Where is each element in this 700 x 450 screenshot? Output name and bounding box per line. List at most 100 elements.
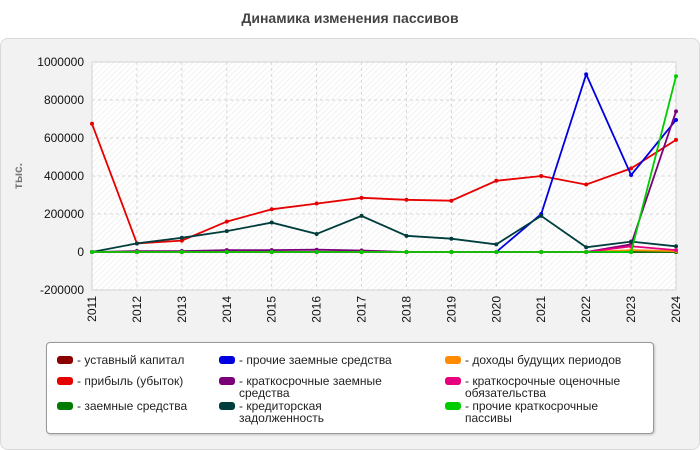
legend-label: - краткосрочные заемные средства xyxy=(239,374,382,400)
data-point xyxy=(449,236,454,241)
x-tick-label: 2021 xyxy=(534,296,548,323)
chart-title: Динамика изменения пассивов xyxy=(241,10,459,26)
y-tick-label: 800000 xyxy=(44,93,84,107)
data-point xyxy=(584,72,589,77)
data-point xyxy=(584,182,589,187)
x-tick-label: 2022 xyxy=(579,296,593,323)
data-point xyxy=(179,235,184,240)
y-tick-label: 200000 xyxy=(44,207,84,221)
x-tick-label: 2014 xyxy=(220,296,234,323)
data-point xyxy=(674,244,678,249)
y-tick-label: -200000 xyxy=(40,283,84,297)
legend-item: - прибыль (убыток) xyxy=(57,375,247,387)
legend-item: - кредиторская задолженность xyxy=(219,400,409,424)
data-point xyxy=(179,250,184,254)
data-point xyxy=(179,238,184,243)
data-point xyxy=(314,250,319,254)
y-axis-label: тыс. xyxy=(11,163,25,189)
data-point xyxy=(674,117,678,122)
legend-item: - прочие краткосрочные пассивы xyxy=(445,400,635,424)
data-point xyxy=(629,166,634,171)
legend-label: - доходы будущих периодов xyxy=(465,353,622,367)
legend-label: - уставный капитал xyxy=(77,353,185,367)
x-tick-label: 2019 xyxy=(444,296,458,323)
legend-swatch xyxy=(445,356,461,364)
data-point xyxy=(629,173,634,178)
data-point xyxy=(134,250,139,254)
data-point xyxy=(314,201,319,206)
data-point xyxy=(584,245,589,250)
series-group xyxy=(90,74,678,254)
x-tick-label: 2012 xyxy=(130,296,144,323)
data-point xyxy=(494,242,499,247)
data-point xyxy=(494,178,499,183)
data-point xyxy=(674,74,678,79)
data-point xyxy=(269,250,274,254)
x-tick-label: 2015 xyxy=(265,296,279,323)
x-tick-label: 2017 xyxy=(355,296,369,323)
x-tick-label: 2024 xyxy=(669,296,683,323)
series-line xyxy=(91,214,677,253)
legend-swatch xyxy=(445,402,461,410)
data-point xyxy=(134,241,139,246)
data-point xyxy=(494,250,499,254)
y-tick-label: 1000000 xyxy=(37,55,84,69)
legend-item: - уставный капитал xyxy=(57,354,247,366)
series-line xyxy=(92,76,677,253)
legend-item: - краткосрочные оценочные обязательства xyxy=(445,375,635,399)
legend-label: - прочие заемные средства xyxy=(239,353,392,367)
legend-swatch xyxy=(219,356,235,364)
data-point xyxy=(224,219,229,224)
legend-item: - прочие заемные средства xyxy=(219,354,409,366)
data-point xyxy=(314,231,319,236)
x-tick-label: 2020 xyxy=(489,296,503,323)
legend-label: - заемные средства xyxy=(77,399,188,413)
data-point xyxy=(269,207,274,212)
legend-label: - прибыль (убыток) xyxy=(77,374,184,388)
legend-swatch xyxy=(57,356,73,364)
data-point xyxy=(674,109,678,114)
data-point xyxy=(359,250,364,254)
legend-item: - краткосрочные заемные средства xyxy=(219,375,409,399)
data-point xyxy=(539,250,544,254)
legend-label: - краткосрочные оценочные обязательства xyxy=(465,374,621,400)
y-tick-label: 600000 xyxy=(44,131,84,145)
x-tick-label: 2023 xyxy=(624,296,638,323)
data-point xyxy=(269,220,274,225)
legend-swatch xyxy=(57,402,73,410)
plot-area xyxy=(91,61,677,291)
data-point xyxy=(674,248,678,253)
data-point xyxy=(629,239,634,244)
data-point xyxy=(224,250,229,254)
data-point xyxy=(449,198,454,203)
data-point xyxy=(674,137,678,142)
legend-swatch xyxy=(219,377,235,385)
data-point xyxy=(404,197,409,202)
y-tick-label: 0 xyxy=(77,245,84,259)
x-tick-label: 2016 xyxy=(310,296,324,323)
legend-label: - прочие краткосрочные пассивы xyxy=(465,399,599,425)
data-point xyxy=(359,195,364,200)
data-point xyxy=(404,233,409,238)
y-tick-label: 400000 xyxy=(44,169,84,183)
data-point xyxy=(90,121,94,126)
legend: - уставный капитал - прибыль (убыток) - за… xyxy=(46,342,654,434)
data-point xyxy=(539,174,544,178)
data-point xyxy=(90,250,94,254)
data-point xyxy=(629,250,634,254)
legend-label: - кредиторская задолженность xyxy=(239,399,324,425)
legend-item: - заемные средства xyxy=(57,400,247,412)
data-point xyxy=(404,250,409,254)
data-point xyxy=(584,250,589,254)
data-point xyxy=(359,213,364,218)
data-point xyxy=(449,250,454,254)
legend-swatch xyxy=(445,377,461,385)
data-point xyxy=(224,229,229,234)
legend-item: - доходы будущих периодов xyxy=(445,354,635,366)
x-tick-label: 2013 xyxy=(175,296,189,323)
x-tick-label: 2011 xyxy=(85,296,99,322)
legend-swatch xyxy=(219,402,235,410)
legend-swatch xyxy=(57,377,73,385)
x-tick-label: 2018 xyxy=(399,296,413,323)
